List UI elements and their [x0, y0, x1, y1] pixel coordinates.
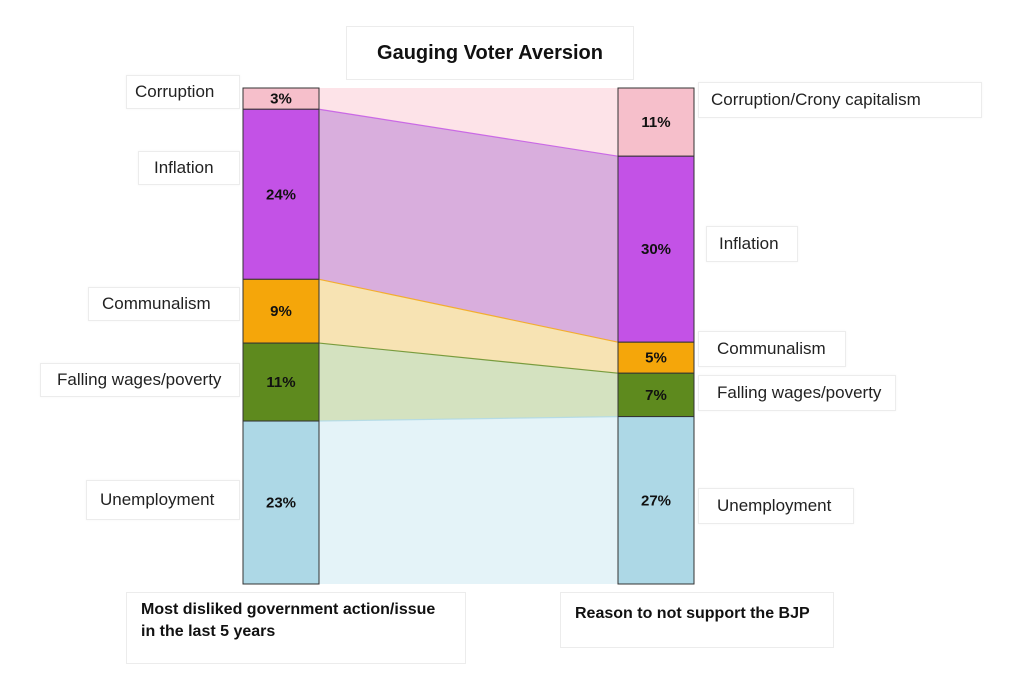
right-bar-unemployment [617, 416, 695, 585]
left-bar-communalism [242, 278, 320, 344]
right-bar-poverty [617, 372, 695, 418]
right-label-unemployment: Unemployment [698, 488, 854, 524]
left-label-inflation: Inflation [138, 151, 240, 185]
left-axis-caption: Most disliked government action/issue in… [126, 592, 466, 664]
left-bar-poverty [242, 342, 320, 422]
right-bar-communalism [617, 341, 695, 374]
left-value-communalism: 9% [270, 303, 292, 320]
right-label-corruption: Corruption/Crony capitalism [698, 82, 982, 118]
left-value-inflation: 24% [266, 186, 296, 203]
flow-band-inflation [319, 109, 618, 343]
right-value-corruption: 11% [641, 114, 670, 131]
left-value-corruption: 3% [270, 91, 292, 108]
chart-title: Gauging Voter Aversion [346, 26, 634, 80]
right-bar-inflation [617, 155, 695, 343]
right-label-communalism: Communalism [698, 331, 846, 367]
right-value-unemployment: 27% [641, 492, 671, 509]
left-label-corruption: Corruption [126, 75, 240, 109]
right-label-inflation: Inflation [706, 226, 798, 262]
left-value-unemployment: 23% [266, 495, 296, 512]
flow-band-unemployment [319, 416, 618, 584]
right-label-falling-wages: Falling wages/poverty [698, 375, 896, 411]
left-bar-unemployment [242, 420, 320, 585]
flow-edge-unemployment [318, 416, 619, 422]
flow-band-corruption [319, 88, 618, 157]
flow-band-communalism [319, 279, 618, 374]
right-value-inflation: 30% [641, 241, 671, 258]
left-label-communalism: Communalism [88, 287, 240, 321]
right-value-poverty: 7% [645, 387, 667, 404]
flow-edge-poverty [318, 342, 619, 374]
flow-edge-communalism [318, 278, 619, 343]
left-label-falling-wages: Falling wages/poverty [40, 363, 240, 397]
left-value-poverty: 11% [266, 374, 295, 391]
right-axis-caption: Reason to not support the BJP [560, 592, 834, 648]
left-label-unemployment: Unemployment [86, 480, 240, 520]
right-value-communalism: 5% [645, 350, 667, 367]
flow-band-poverty [319, 343, 618, 422]
right-bar-corruption [617, 87, 695, 157]
flow-edge-inflation [318, 108, 619, 157]
